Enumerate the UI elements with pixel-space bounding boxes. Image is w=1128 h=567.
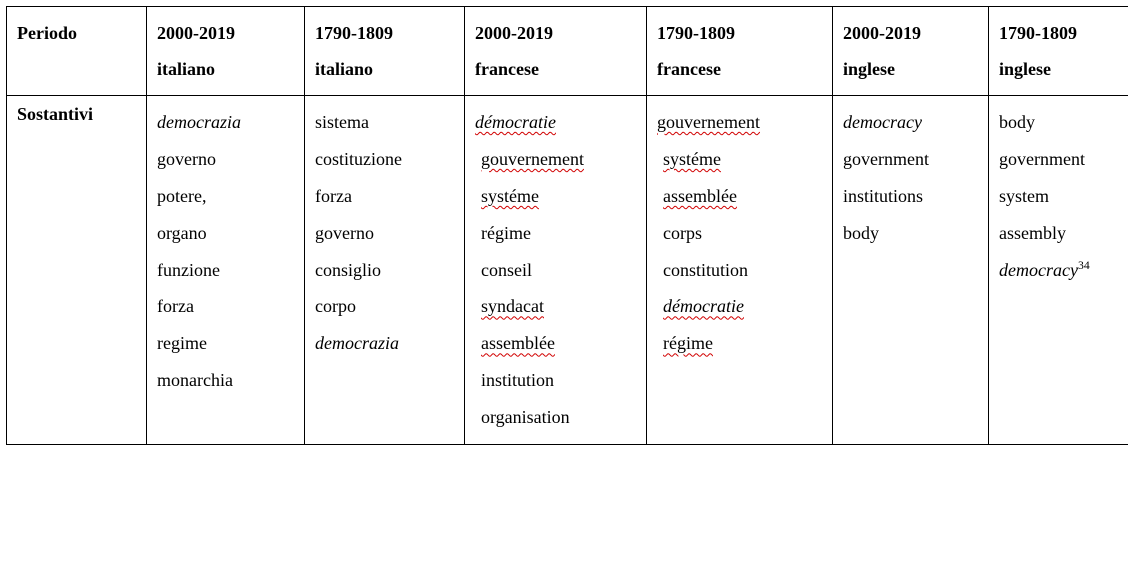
list-item: organisation xyxy=(475,399,570,436)
list-item: régime xyxy=(475,215,531,252)
row-label: Sostantivi xyxy=(17,104,93,124)
list-item: démocratie xyxy=(475,112,556,132)
linguistic-comparison-table: Periodo 2000-2019 italiano 1790-1809 ita… xyxy=(6,6,1128,445)
header-col-1-period: 1790-1809 xyxy=(315,23,393,43)
cell-0: democrazia governo potere, organo funzione fo… xyxy=(147,96,305,445)
header-col-5: 1790-1809 inglese xyxy=(989,7,1128,96)
cell-4: democracy government institutions body xyxy=(833,96,989,445)
list-item: gouvernement xyxy=(475,141,584,178)
list-item: assembly xyxy=(999,223,1066,243)
header-col-4: 2000-2019 inglese xyxy=(833,7,989,96)
list-item: institution xyxy=(475,362,554,399)
list-item: system xyxy=(999,186,1049,206)
list-item: potere, xyxy=(157,186,206,206)
cell-2: démocratie gouvernementsystémerégimeconse… xyxy=(465,96,647,445)
list-item: corps xyxy=(657,215,702,252)
list-item: funzione xyxy=(157,260,220,280)
header-col-4-lang: inglese xyxy=(843,59,895,79)
list-item: régime xyxy=(657,325,713,362)
cell-5: body government system assembly democracy34 xyxy=(989,96,1128,445)
header-col-4-period: 2000-2019 xyxy=(843,23,921,43)
list-item: government xyxy=(999,149,1085,169)
list-item: syndacat xyxy=(475,288,544,325)
list-item: government xyxy=(843,149,929,169)
table-row: Sostantivi democrazia governo potere, organ… xyxy=(7,96,1128,445)
header-periodo-label: Periodo xyxy=(17,23,77,43)
list-item: democrazia xyxy=(157,112,241,132)
list-item: corpo xyxy=(315,296,356,316)
cell-3: gouvernement systémeassembléecorpsconstit… xyxy=(647,96,833,445)
header-col-3-lang: francese xyxy=(657,59,721,79)
header-periodo: Periodo xyxy=(7,7,147,96)
list-item: democrazia xyxy=(315,333,399,353)
list-item: conseil xyxy=(475,252,532,289)
list-item: systéme xyxy=(657,141,721,178)
header-col-1-lang: italiano xyxy=(315,59,373,79)
list-item: organo xyxy=(157,223,207,243)
list-item: institutions xyxy=(843,186,923,206)
list-item: forza xyxy=(157,296,194,316)
header-col-5-period: 1790-1809 xyxy=(999,23,1077,43)
header-col-1: 1790-1809 italiano xyxy=(305,7,465,96)
list-item: consiglio xyxy=(315,260,381,280)
list-item: democracy xyxy=(843,112,922,132)
table-header-row: Periodo 2000-2019 italiano 1790-1809 ita… xyxy=(7,7,1128,96)
list-item: gouvernement xyxy=(657,112,760,132)
list-item: regime xyxy=(157,333,207,353)
header-col-0-lang: italiano xyxy=(157,59,215,79)
header-col-5-lang: inglese xyxy=(999,59,1051,79)
list-item: body xyxy=(999,112,1035,132)
header-col-2-lang: francese xyxy=(475,59,539,79)
header-col-0-period: 2000-2019 xyxy=(157,23,235,43)
header-col-2: 2000-2019 francese xyxy=(465,7,647,96)
row-label-cell: Sostantivi xyxy=(7,96,147,445)
list-item: démocratie xyxy=(657,288,744,325)
list-item: democracy34 xyxy=(999,260,1090,280)
header-col-3: 1790-1809 francese xyxy=(647,7,833,96)
header-col-2-period: 2000-2019 xyxy=(475,23,553,43)
list-item: body xyxy=(843,223,879,243)
list-item: sistema xyxy=(315,112,369,132)
list-item: monarchia xyxy=(157,370,233,390)
list-item: assemblée xyxy=(475,325,555,362)
list-item: assemblée xyxy=(657,178,737,215)
list-item: costituzione xyxy=(315,149,402,169)
header-col-0: 2000-2019 italiano xyxy=(147,7,305,96)
list-item: forza xyxy=(315,186,352,206)
header-col-3-period: 1790-1809 xyxy=(657,23,735,43)
list-item: constitution xyxy=(657,252,748,289)
list-item: systéme xyxy=(475,178,539,215)
list-item: governo xyxy=(157,149,216,169)
cell-1: sistema costituzione forza governo consiglio… xyxy=(305,96,465,445)
list-item: governo xyxy=(315,223,374,243)
